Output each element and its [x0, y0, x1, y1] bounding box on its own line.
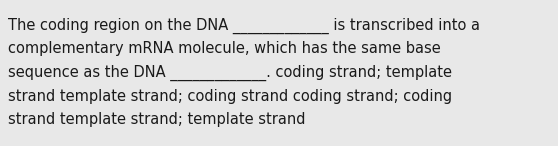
Text: strand template strand; coding strand coding strand; coding: strand template strand; coding strand co… — [8, 88, 453, 104]
Text: The coding region on the DNA _____________ is transcribed into a: The coding region on the DNA ___________… — [8, 18, 480, 34]
Text: strand template strand; template strand: strand template strand; template strand — [8, 112, 306, 127]
Text: sequence as the DNA _____________. coding strand; template: sequence as the DNA _____________. codin… — [8, 65, 453, 81]
Text: complementary mRNA molecule, which has the same base: complementary mRNA molecule, which has t… — [8, 41, 441, 57]
